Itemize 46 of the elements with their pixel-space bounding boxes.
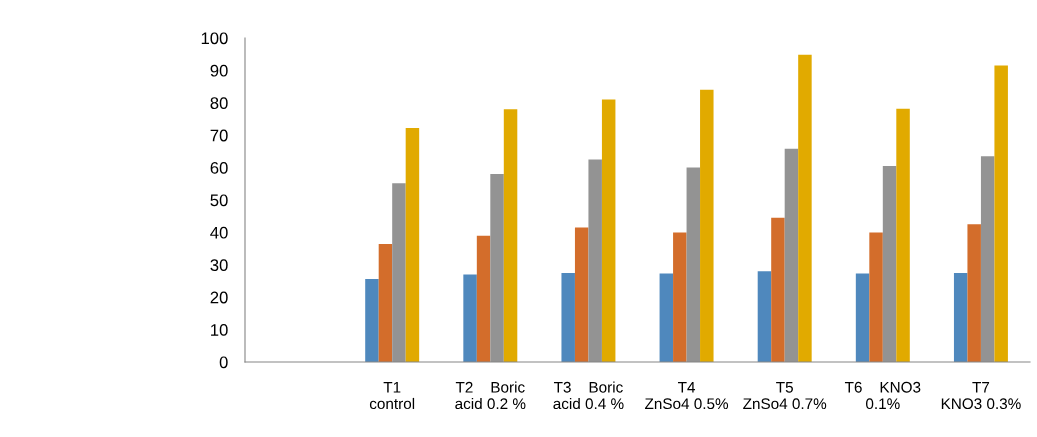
x-tick-label: T1 control	[369, 382, 415, 410]
bar	[561, 272, 575, 362]
bar	[574, 227, 589, 362]
y-tick-label: 70	[210, 129, 228, 142]
bar	[392, 183, 406, 362]
bar	[771, 217, 785, 362]
bar	[490, 174, 504, 362]
x-tick-label: T4 ZnSo4 0.5%	[645, 382, 729, 410]
bar	[405, 128, 420, 362]
y-tick-label: 100	[201, 32, 228, 45]
y-tick-label: 0	[219, 356, 228, 369]
y-tick-label: 40	[210, 226, 228, 239]
bar	[588, 159, 602, 362]
y-tick-label: 80	[210, 97, 228, 109]
bar	[686, 167, 701, 362]
bar	[503, 109, 518, 362]
bar	[673, 232, 687, 362]
y-tick-label: 30	[210, 259, 228, 271]
bar	[953, 272, 968, 362]
bar	[994, 65, 1008, 362]
bar	[700, 89, 714, 362]
bar	[601, 99, 616, 362]
bar	[855, 273, 870, 362]
x-tick-label: T6 KNO3 0.1%	[844, 381, 921, 410]
bar	[463, 274, 477, 362]
bar	[378, 244, 393, 362]
bar	[869, 232, 883, 362]
y-tick-label: 90	[210, 64, 228, 77]
bar	[980, 156, 995, 362]
y-tick-label: 50	[210, 194, 228, 207]
x-tick-label: T2 Boric acid 0.2 %	[455, 381, 526, 410]
bar	[784, 148, 799, 362]
x-tick-label: T7 KNO3 0.3%	[941, 382, 1021, 410]
bar	[659, 273, 674, 362]
bar	[757, 271, 772, 362]
x-tick-label: T3 Boric acid 0.4 %	[553, 381, 624, 410]
y-tick-label: 20	[210, 291, 228, 304]
y-tick-label: 60	[210, 162, 228, 174]
bar	[882, 165, 897, 362]
bar	[967, 224, 981, 362]
bar	[798, 54, 812, 362]
x-tick-label: T5 ZnSo4 0.7%	[743, 382, 827, 410]
y-tick-label: 10	[211, 324, 228, 336]
bar	[365, 279, 379, 362]
bar	[476, 235, 491, 362]
bar	[896, 108, 910, 362]
